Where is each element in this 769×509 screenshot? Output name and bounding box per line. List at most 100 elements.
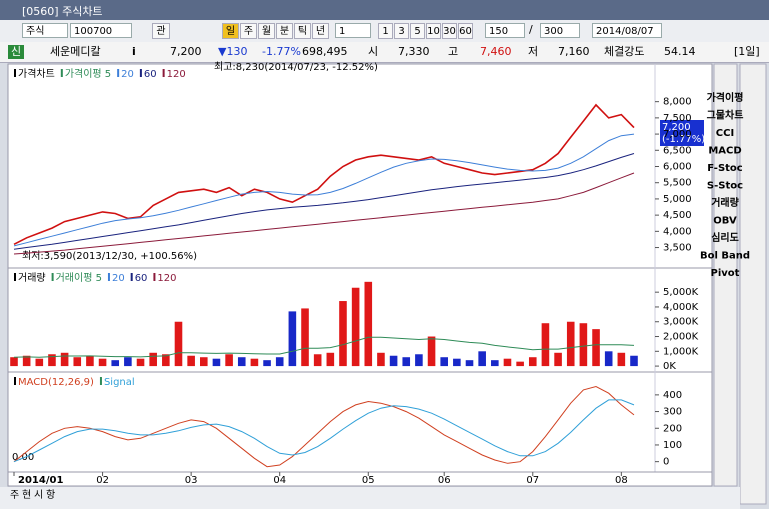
price: 7,200: [170, 45, 202, 58]
legend-label: 60: [135, 273, 148, 284]
rate: -1.77%: [262, 45, 301, 58]
volume-bar: [351, 287, 360, 367]
indicator-button[interactable]: Pivot: [711, 268, 740, 279]
y-tick-label: 7,500: [663, 113, 692, 124]
volume-bar: [453, 358, 461, 367]
volume-bar: [124, 357, 132, 367]
series-line: [13, 385, 635, 468]
legend-swatch: [14, 69, 16, 77]
tool-bar: [739, 63, 767, 505]
badge: 신: [8, 45, 25, 59]
volume-bar: [73, 357, 82, 367]
volume-bar: [516, 361, 524, 367]
y-tick-label: 4,000K: [663, 302, 699, 313]
indicator-button[interactable]: CCI: [716, 128, 734, 139]
legend-label: 가격차트: [18, 67, 55, 80]
indicator-button[interactable]: Bol Band: [700, 251, 750, 262]
x-tick-label: 02: [96, 475, 109, 486]
total-input[interactable]: 300: [540, 23, 580, 38]
minute-button[interactable]: 1: [378, 23, 393, 39]
y-tick-label: 8,000: [663, 97, 692, 108]
low-label: 저: [528, 45, 539, 58]
count-input[interactable]: 150: [485, 23, 525, 38]
volume-bar: [440, 357, 448, 367]
volume-bar: [136, 358, 145, 367]
legend-swatch: [99, 377, 102, 385]
indicator-button[interactable]: S-Stoc: [707, 181, 743, 192]
x-tick-label: 07: [526, 475, 539, 486]
volume-bar: [415, 354, 423, 367]
bottom-tab[interactable]: 현: [22, 489, 31, 501]
legend-label: 거래이평 5: [56, 272, 102, 284]
y-tick-label: 3,000K: [663, 317, 699, 328]
minute-button[interactable]: 10: [426, 23, 441, 39]
volume-bar: [250, 358, 259, 367]
indicator-button[interactable]: OBV: [713, 216, 737, 227]
legend-swatch: [107, 273, 110, 281]
slash: /: [529, 23, 533, 36]
minute-button[interactable]: 30: [442, 23, 457, 39]
indicator-button[interactable]: 심리도: [711, 231, 739, 244]
minute-button[interactable]: 5: [410, 23, 425, 39]
period-button[interactable]: 년: [312, 23, 329, 39]
minute-button[interactable]: 60: [458, 23, 473, 39]
x-tick-label: 03: [185, 475, 198, 486]
legend-swatch: [153, 273, 156, 281]
watch-button[interactable]: 관: [152, 23, 170, 39]
series-line: [13, 153, 635, 250]
bottom-tab[interactable]: 시: [34, 489, 43, 501]
interval-select[interactable]: 1: [335, 23, 371, 38]
indicator-button[interactable]: 그물차트: [707, 109, 744, 122]
indicator-button[interactable]: 가격이평: [707, 91, 744, 104]
code-input[interactable]: 100700: [70, 23, 132, 38]
legend-swatch: [117, 69, 120, 77]
legend-label: 거래량: [18, 272, 46, 284]
legend-swatch: [130, 273, 133, 281]
volume-bar: [491, 360, 499, 367]
low: 7,160: [558, 45, 590, 58]
indicator-button[interactable]: F-Stoc: [707, 163, 743, 174]
y-tick-label: 200: [663, 423, 682, 434]
info-button[interactable]: i: [132, 45, 136, 58]
last-price-box: [660, 120, 704, 146]
volume-bar: [48, 354, 56, 367]
market-select[interactable]: 주식: [22, 23, 68, 38]
volume-bar: [288, 311, 297, 367]
volume-bar: [10, 357, 18, 367]
change: ▼130: [218, 45, 248, 58]
period-button[interactable]: 분: [276, 23, 293, 39]
legend-label: Signal: [104, 377, 135, 388]
legend-swatch: [14, 377, 16, 385]
date-input[interactable]: 2014/08/07: [592, 23, 662, 38]
chart-area: [7, 63, 713, 487]
period-button[interactable]: 월: [258, 23, 275, 39]
minute-button[interactable]: 3: [394, 23, 409, 39]
y-tick-label: 2,000K: [663, 332, 699, 343]
period-button[interactable]: 일: [222, 23, 239, 39]
high: 7,460: [480, 45, 512, 58]
indicator-button[interactable]: 거래량: [711, 196, 739, 209]
volume-bar: [528, 357, 537, 367]
y-tick-label: 4,500: [663, 210, 692, 221]
y-tick-label: 5,000: [663, 194, 692, 205]
period-button[interactable]: 틱: [294, 23, 311, 39]
volume-bar: [326, 352, 335, 367]
open-label: 시: [368, 45, 379, 58]
period-button[interactable]: 주: [240, 23, 257, 39]
annotation-low: 최저:3,590(2013/12/30, +100.56%): [22, 250, 197, 262]
legend-label: 20: [121, 69, 134, 80]
volume-bar: [263, 360, 271, 367]
legend-swatch: [139, 69, 142, 77]
bottom-tab[interactable]: 주: [10, 490, 19, 501]
y-tick-label: 6,000: [663, 162, 692, 173]
last-change: (-1.77%): [662, 134, 705, 145]
bottom-tab[interactable]: 항: [46, 489, 55, 501]
volume-bar: [478, 351, 486, 367]
indicator-button[interactable]: MACD: [708, 146, 741, 157]
volume-bar: [617, 352, 626, 367]
x-tick-label: 08: [615, 475, 628, 486]
volume-bar: [60, 352, 69, 367]
